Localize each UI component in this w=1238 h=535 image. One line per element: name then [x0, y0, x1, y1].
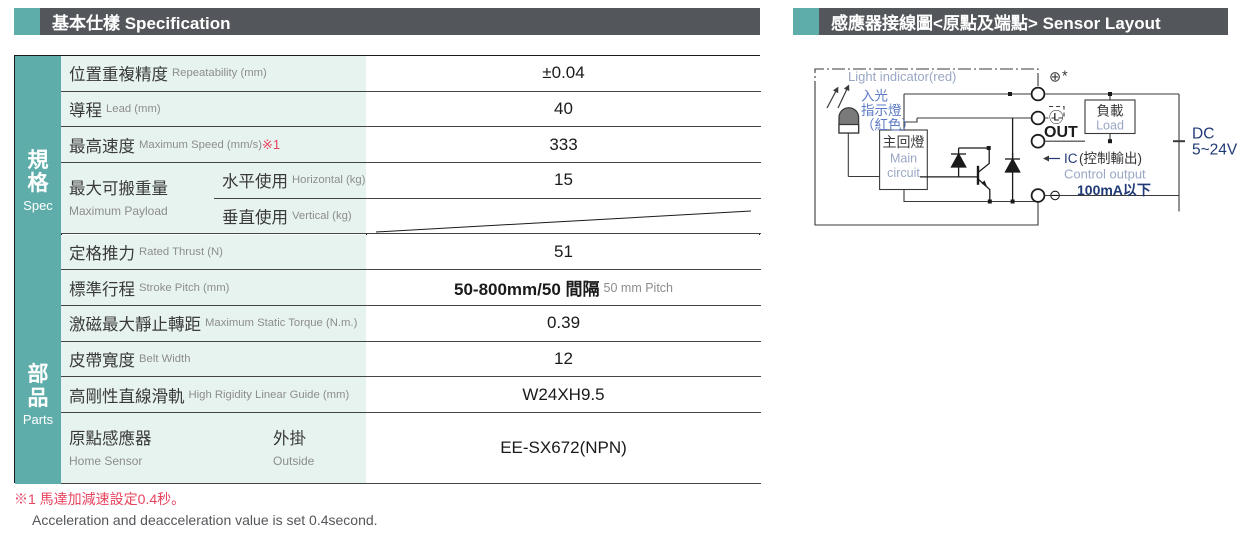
svg-text:（紅色）: （紅色）	[861, 117, 915, 133]
svg-text:入光: 入光	[861, 89, 888, 104]
svg-text:Load: Load	[1096, 119, 1124, 133]
svg-text:(控制輸出): (控制輸出)	[1079, 151, 1142, 166]
svg-text:指示燈: 指示燈	[861, 103, 902, 118]
svg-text:⊖: ⊖	[1049, 188, 1061, 204]
svg-text:Light indicator(red): Light indicator(red)	[848, 69, 956, 84]
svg-text:OUT: OUT	[1044, 124, 1078, 141]
svg-text:circuit: circuit	[887, 166, 920, 180]
svg-text:5~24V: 5~24V	[1192, 142, 1238, 159]
svg-text:主回燈: 主回燈	[883, 134, 925, 150]
svg-text:負載: 負載	[1097, 104, 1125, 119]
svg-text:Control output: Control output	[1064, 167, 1146, 182]
svg-text:100mA以下: 100mA以下	[1077, 182, 1151, 198]
svg-text:IC: IC	[1064, 151, 1078, 166]
svg-text:Main: Main	[890, 152, 917, 166]
svg-text:DC: DC	[1192, 126, 1214, 143]
svg-text:⊕: ⊕	[1049, 70, 1061, 86]
svg-text:*: *	[1062, 69, 1068, 85]
